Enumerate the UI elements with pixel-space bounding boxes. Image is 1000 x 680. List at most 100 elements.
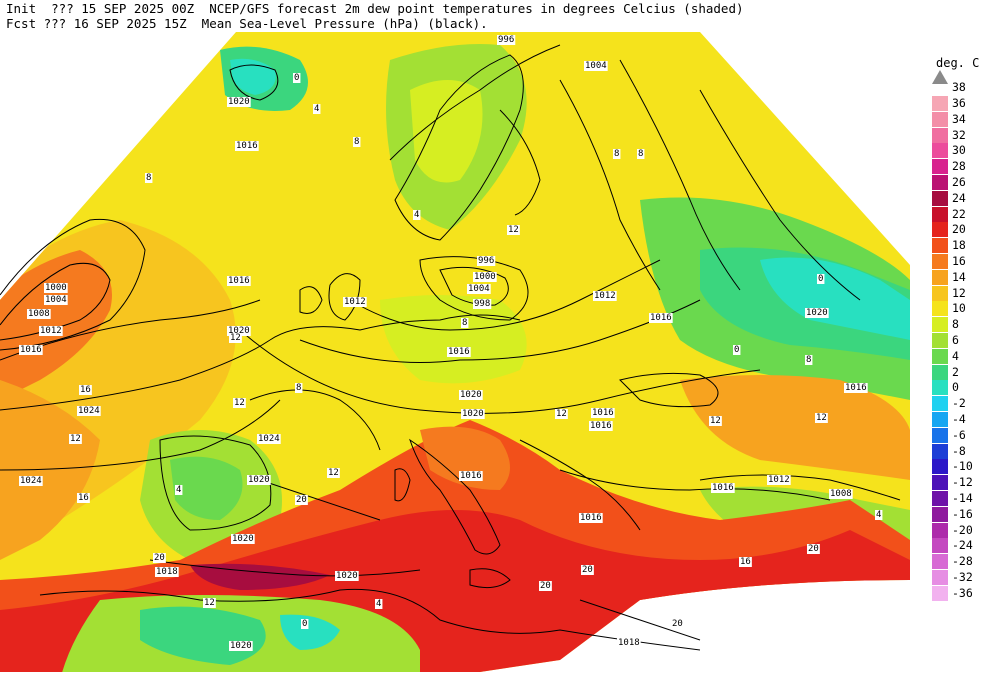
- label-background: [637, 149, 645, 159]
- isobar-label: 1012: [40, 326, 62, 336]
- legend-label: 26: [952, 175, 966, 189]
- dewpoint-label: 8: [462, 318, 467, 328]
- isobar-label: 1016: [712, 483, 734, 493]
- label-background: [581, 565, 594, 575]
- isobar-label: 1016: [580, 513, 602, 523]
- label-background: [229, 333, 242, 343]
- label-background: [229, 641, 253, 651]
- label-background: [767, 475, 791, 485]
- legend-swatch: [932, 96, 948, 111]
- dewpoint-label: 12: [204, 598, 215, 608]
- legend-label: -16: [952, 506, 973, 521]
- label-background: [19, 476, 43, 486]
- isobar-label: 1020: [462, 409, 484, 419]
- dewpoint-label: 8: [296, 383, 301, 393]
- isobar-label: 996: [498, 35, 514, 45]
- label-background: [227, 326, 251, 336]
- header-line-forecast: Fcst ??? 16 SEP 2025 15Z Mean Sea-Level …: [6, 16, 488, 31]
- label-background: [153, 553, 166, 563]
- legend-label: -10: [952, 459, 973, 474]
- label-background: [19, 345, 43, 355]
- label-background: [477, 256, 496, 266]
- pressure-labels: 996 1004 1020 1016 1016 1000 1004 1008 1…: [19, 35, 868, 651]
- label-background: [739, 557, 752, 567]
- legend-label: -6: [952, 427, 966, 442]
- label-background: [875, 510, 883, 520]
- legend-swatch: [932, 459, 948, 475]
- legend-label: 14: [952, 269, 966, 284]
- label-background: [79, 385, 92, 395]
- dewpoint-label: 16: [78, 493, 89, 503]
- label-background: [844, 383, 868, 393]
- label-background: [461, 409, 485, 419]
- legend-label: -28: [952, 554, 973, 569]
- isobar-label: 1016: [592, 408, 614, 418]
- label-background: [579, 513, 603, 523]
- label-background: [539, 581, 552, 591]
- label-background: [227, 276, 251, 286]
- legend-label: -2: [952, 396, 966, 411]
- label-background: [447, 347, 471, 357]
- isobar-label: 1012: [344, 297, 366, 307]
- legend-swatch: [932, 254, 948, 269]
- isobar-label: 1020: [228, 97, 250, 107]
- dewpoint-label: 16: [740, 557, 751, 567]
- legend-swatch: [932, 412, 948, 427]
- dewpoint-label: 0: [294, 73, 299, 83]
- legend-label: -8: [952, 443, 966, 458]
- legend-swatch: [932, 143, 948, 159]
- dewpoint-label: 20: [296, 495, 307, 505]
- dewpoint-label: 20: [582, 565, 593, 575]
- isobar-label: 1016: [236, 141, 258, 151]
- isobar-label: 1018: [156, 567, 178, 577]
- label-background: [671, 619, 684, 629]
- legend-label: 0: [952, 380, 959, 395]
- isobar-label: 1016: [20, 345, 42, 355]
- legend-swatch: [932, 238, 948, 254]
- isobar-label: 1008: [28, 309, 50, 319]
- legend-label: 12: [952, 285, 966, 300]
- legend-swatch: [932, 348, 948, 364]
- shaded-field: [0, 32, 910, 672]
- label-background: [613, 149, 621, 159]
- dewpoint-label: 0: [302, 619, 307, 629]
- legend-swatch: [932, 380, 948, 396]
- isobar-label: 1020: [806, 308, 828, 318]
- label-background: [247, 475, 271, 485]
- legend-label: 16: [952, 254, 966, 268]
- label-background: [507, 225, 520, 235]
- legend-swatch: [932, 570, 948, 585]
- legend-swatch: [932, 127, 948, 143]
- label-background: [467, 284, 491, 294]
- legend-label: 6: [952, 333, 959, 347]
- label-background: [27, 309, 51, 319]
- dewpoint-label: 8: [638, 149, 643, 159]
- legend-label: -24: [952, 538, 973, 553]
- isobar-label: 1024: [258, 434, 280, 444]
- label-background: [343, 297, 367, 307]
- legend-label: 18: [952, 238, 966, 253]
- label-background: [301, 619, 309, 629]
- dewpoint-label: 4: [876, 510, 881, 520]
- legend-label: -36: [952, 585, 973, 600]
- label-background: [807, 544, 820, 554]
- label-background: [293, 73, 301, 83]
- isobar-label: 1004: [585, 61, 607, 71]
- dewpoint-label: 12: [710, 416, 721, 426]
- legend-swatch: [932, 585, 948, 601]
- legend-swatch: [932, 491, 948, 506]
- isobar-label: 1008: [830, 489, 852, 499]
- legend-swatch: [932, 364, 948, 380]
- dewpoint-label: 12: [556, 409, 567, 419]
- legend-label: -12: [952, 475, 973, 490]
- isobar-label: 996: [478, 256, 494, 266]
- legend-swatch: [932, 333, 948, 348]
- label-background: [227, 97, 251, 107]
- isobar-label: 1000: [45, 283, 67, 293]
- label-background: [711, 483, 735, 493]
- label-background: [817, 274, 825, 284]
- dewpoint-label: 0: [818, 274, 823, 284]
- legend-swatch: [932, 301, 948, 317]
- label-background: [175, 485, 183, 495]
- legend-swatch: [932, 175, 948, 190]
